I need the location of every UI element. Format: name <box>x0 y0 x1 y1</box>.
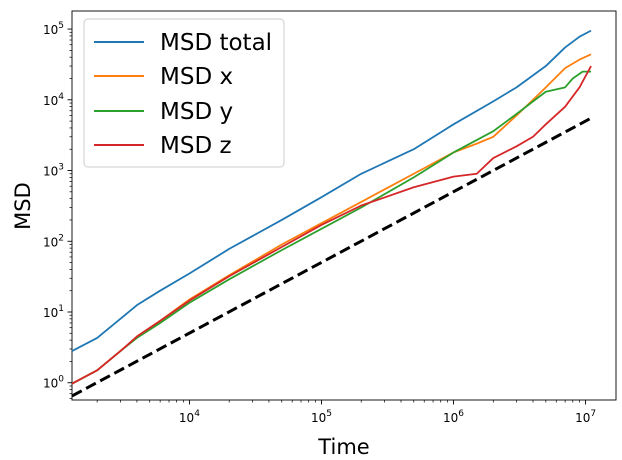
y-tick-label: 102 <box>43 233 64 249</box>
y-tick-label: 100 <box>43 375 64 391</box>
series-layer <box>71 29 592 398</box>
x-tick-label: 105 <box>311 409 332 425</box>
x-tick-label: 104 <box>179 409 200 425</box>
x-tick-label: 106 <box>443 409 464 425</box>
y-tick-label: 101 <box>43 304 64 320</box>
tick-layer: 104 105 106 107 100 101 102 103 104 105 <box>43 21 596 425</box>
x-tick-label: 107 <box>575 409 596 425</box>
legend: MSD total MSD x MSD y MSD z <box>83 18 285 168</box>
legend-label-msd-y: MSD y <box>160 99 233 125</box>
y-tick-label: 104 <box>43 92 64 108</box>
legend-label-msd-total: MSD total <box>160 30 272 56</box>
y-tick-label: 103 <box>43 163 64 179</box>
plot-frame <box>71 10 617 401</box>
x-axis-label: Time <box>317 435 369 459</box>
y-axis-label: MSD <box>11 182 35 230</box>
series-line-msd-z <box>71 65 592 385</box>
y-tick-label: 105 <box>43 21 64 37</box>
series-line-msd-total <box>71 29 592 352</box>
legend-label-msd-x: MSD x <box>160 64 233 90</box>
series-line-msd-y <box>71 70 592 385</box>
legend-box <box>83 18 285 168</box>
reference-slope-line <box>71 116 592 398</box>
legend-label-msd-z: MSD z <box>160 133 232 159</box>
